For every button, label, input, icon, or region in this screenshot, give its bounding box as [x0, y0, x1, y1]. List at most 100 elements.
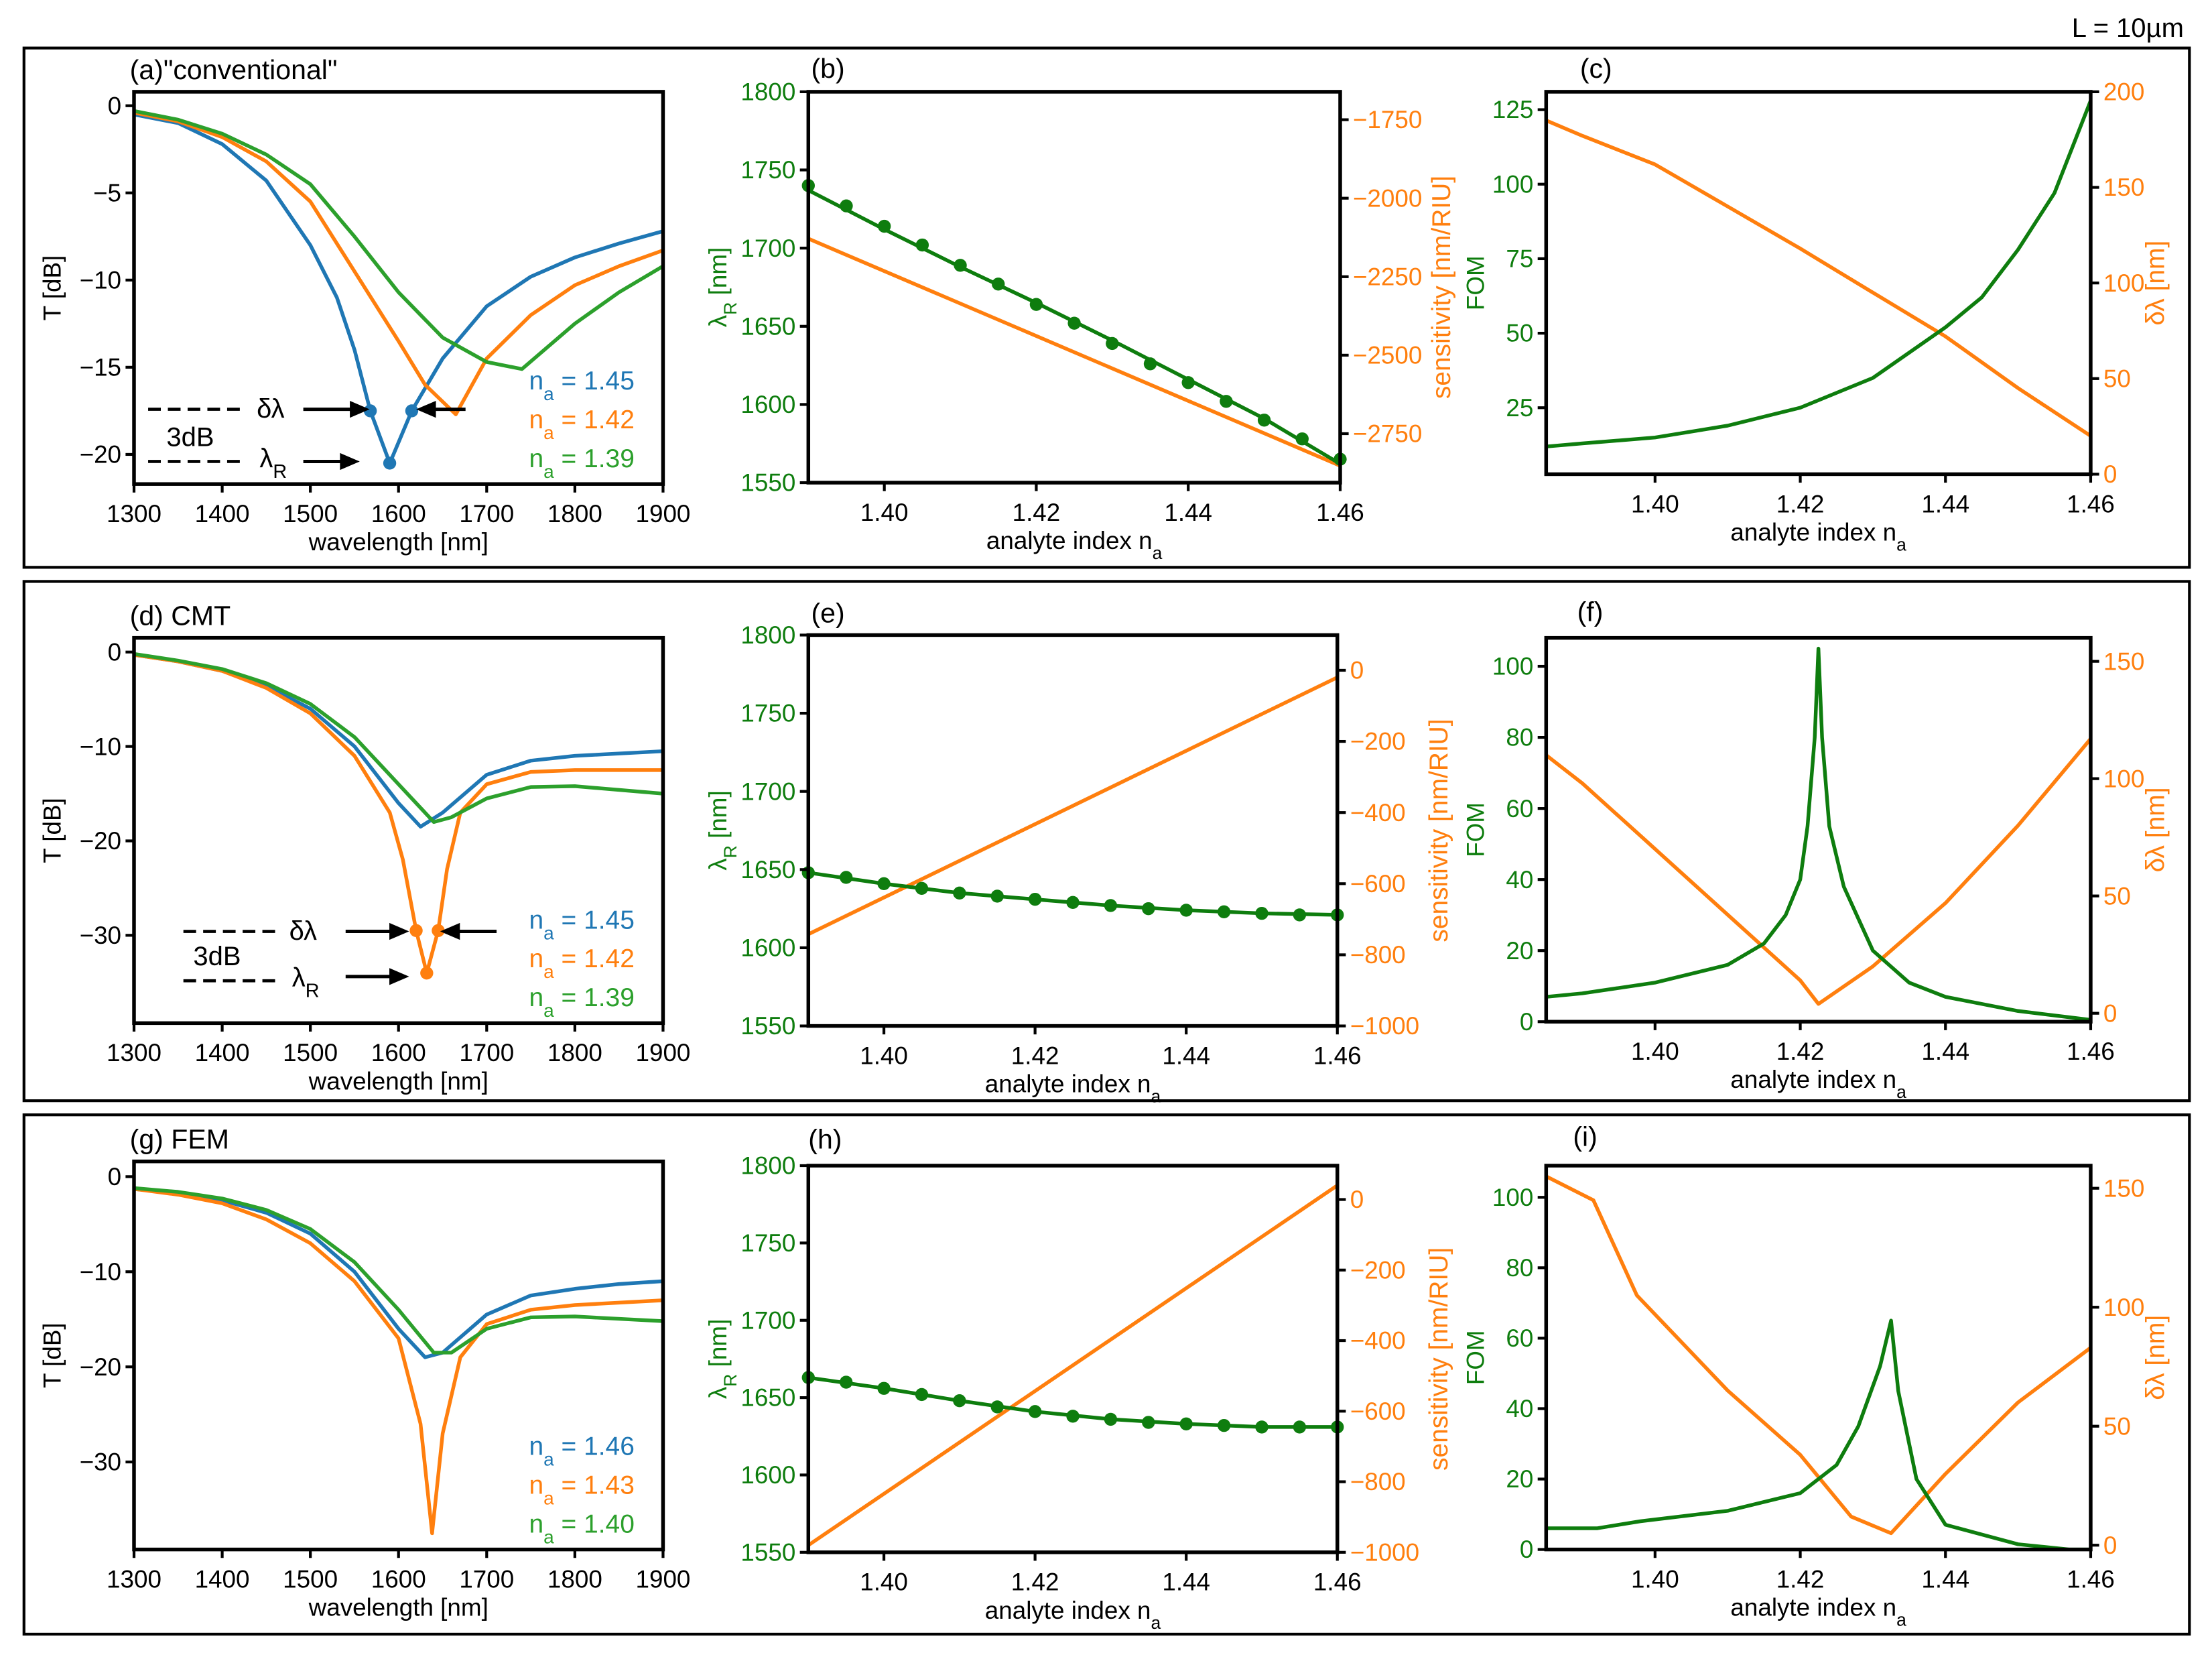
y-axis-label-part: [nm]	[704, 790, 732, 845]
series-line	[1546, 119, 2091, 438]
series-line	[133, 111, 663, 416]
y2-tick-label: 0	[1350, 1186, 1364, 1213]
legend-entry-part: n	[529, 367, 543, 395]
arrow-head-icon	[389, 922, 409, 940]
y-tick-label: 20	[1506, 937, 1533, 965]
y-tick-label: 0	[108, 638, 121, 666]
y-tick-label: 1750	[740, 156, 795, 184]
data-point	[915, 1388, 929, 1402]
legend-entry: na = 1.45	[529, 906, 634, 943]
x-axis-label: wavelength [nm]	[308, 1067, 489, 1095]
x-tick-label: 1.42	[1776, 1565, 1825, 1593]
y-axis-label-part: λ	[704, 858, 732, 871]
series-line	[1546, 1174, 2091, 1536]
legend-entry-part: = 1.45	[554, 906, 635, 934]
x-tick-label: 1400	[195, 500, 250, 528]
x-tick-label: 1.46	[1316, 499, 1364, 526]
panel-e: 1.40 1.42 1.44 1.46 analyte index na 1550 1600…	[704, 597, 1453, 1106]
y-tick-label: 1600	[740, 934, 795, 962]
x-axis-label-subscript: a	[1896, 1610, 1906, 1630]
data-point	[840, 199, 853, 212]
y2-tick-label: −2250	[1353, 263, 1422, 290]
data-point	[1066, 896, 1080, 909]
legend-entry-part: = 1.40	[554, 1510, 635, 1538]
y-axis-label-part: T [dB]	[39, 1322, 66, 1388]
y-tick-label: 80	[1506, 724, 1533, 751]
y2-tick-label: −800	[1350, 941, 1406, 969]
y-tick-label: 125	[1492, 96, 1533, 123]
y-axis-label: T [dB]	[39, 255, 66, 321]
y-axis-label: T [dB]	[39, 798, 66, 863]
depth-3db-label-part: 3dB	[193, 942, 241, 971]
y-tick-label: 20	[1506, 1465, 1533, 1493]
x-tick-label: 1.46	[1313, 1568, 1362, 1596]
legend-entry-part: n	[529, 1432, 543, 1461]
series-line	[133, 652, 663, 824]
resonance-marker	[432, 924, 445, 938]
y-tick-label: 100	[1492, 170, 1533, 198]
data-point	[915, 238, 929, 252]
y-tick-label: 1550	[740, 469, 795, 497]
y-tick-label: 1800	[740, 621, 795, 649]
legend-entry-subscript: a	[543, 922, 554, 943]
y-axis-label-part: FOM	[1462, 802, 1490, 857]
y2-tick-label: −2000	[1353, 184, 1422, 212]
y-axis-label: FOM	[1462, 802, 1490, 857]
x-tick-label: 1500	[283, 1565, 338, 1593]
data-point	[1181, 376, 1195, 389]
y-tick-label: 0	[1520, 1536, 1533, 1563]
x-axis-label-subscript: a	[1896, 1082, 1906, 1102]
y2-axis-label: sensitivity [nm/RIU]	[1425, 1247, 1453, 1471]
series-line	[1546, 646, 2091, 1022]
panel-c: 1.40 1.42 1.44 1.46 analyte index na 25 50 75 10…	[1462, 53, 2170, 555]
data-point	[1142, 1416, 1155, 1429]
y2-tick-label: 50	[2103, 1412, 2131, 1440]
y-tick-label: −10	[80, 266, 121, 294]
panel-title: (d) CMT	[130, 601, 231, 631]
x-tick-label: 1800	[547, 1565, 602, 1593]
panel-f: 1.40 1.42 1.44 1.46 analyte index na 0 20 40 60 8…	[1462, 596, 2170, 1102]
data-point	[1257, 414, 1271, 427]
length-label: L = 10µm	[2072, 13, 2184, 43]
y2-tick-label: 100	[2103, 269, 2144, 297]
legend-entry: na = 1.39	[529, 983, 634, 1021]
series-line	[133, 1186, 663, 1355]
y-tick-label: 40	[1506, 866, 1533, 894]
legend-entry-subscript: a	[543, 383, 554, 404]
y-tick-label: 50	[1506, 320, 1533, 347]
x-axis-label-part: wavelength [nm]	[308, 1594, 489, 1621]
depth-3db-label: 3dB	[193, 942, 241, 971]
x-tick-label: 1900	[635, 1039, 690, 1066]
resonance-label: λR	[292, 963, 320, 1002]
data-point	[990, 1400, 1004, 1414]
data-point	[840, 1375, 853, 1389]
y-tick-label: 1700	[740, 235, 795, 262]
axes-box	[1544, 635, 2093, 1024]
panel-title: (a)"conventional"	[130, 54, 338, 85]
y-tick-label: 75	[1506, 245, 1533, 273]
panel-i: 1.40 1.42 1.44 1.46 analyte index na 0 20 40 60 8…	[1462, 1121, 2170, 1630]
y-tick-label: −30	[80, 922, 121, 949]
row-frame-3	[22, 1113, 2191, 1636]
x-axis-label-part: wavelength [nm]	[308, 1067, 489, 1095]
x-tick-label: 1.40	[860, 1042, 908, 1069]
data-point	[1255, 906, 1268, 920]
x-tick-label: 1800	[547, 500, 602, 528]
y2-axis-label: δλ [nm]	[2141, 241, 2170, 326]
data-point	[953, 1394, 966, 1408]
x-axis-label-part: analyte index n	[1730, 1066, 1896, 1093]
resonance-label-subscript: R	[273, 461, 287, 483]
panel-g: 1300 1400 1500 1600 1700 1800 1900 wavelength […	[39, 1124, 691, 1621]
axes-box	[806, 633, 1340, 1028]
y-tick-label: −15	[80, 354, 121, 381]
legend-entry-part: = 1.39	[554, 983, 635, 1012]
data-point	[1217, 905, 1231, 918]
x-axis-label-subscript: a	[1151, 1613, 1161, 1633]
y-axis-label-subscript: R	[720, 845, 740, 858]
y2-tick-label: −200	[1350, 1256, 1406, 1284]
fwhm-label-part: δλ	[257, 394, 285, 424]
y-axis-label-part: FOM	[1462, 1330, 1490, 1385]
series-line	[1546, 100, 2091, 448]
y-axis-label-part: [nm]	[704, 1319, 732, 1374]
x-tick-label: 1.40	[860, 499, 909, 526]
